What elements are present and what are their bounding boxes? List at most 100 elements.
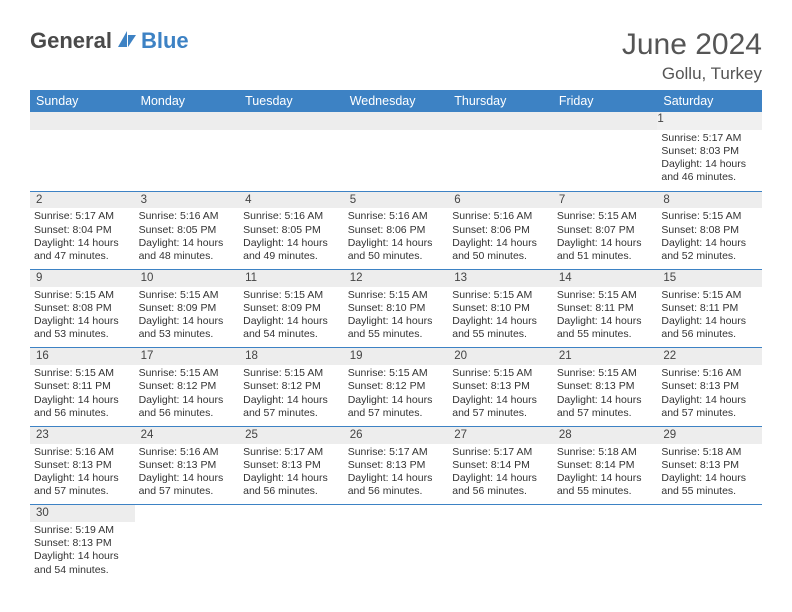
cell-line: and 47 minutes. bbox=[34, 250, 131, 263]
cell-line: Sunset: 8:13 PM bbox=[243, 459, 340, 472]
day-content-cell: Sunrise: 5:16 AMSunset: 8:13 PMDaylight:… bbox=[135, 444, 240, 505]
day-content-cell: Sunrise: 5:15 AMSunset: 8:11 PMDaylight:… bbox=[30, 365, 135, 426]
cell-line: and 55 minutes. bbox=[348, 328, 445, 341]
month-title: June 2024 bbox=[622, 28, 762, 62]
cell-line: Sunset: 8:11 PM bbox=[34, 380, 131, 393]
cell-line: Sunrise: 5:18 AM bbox=[557, 446, 654, 459]
day-number-cell: 6 bbox=[448, 191, 553, 208]
cell-line: Sunrise: 5:19 AM bbox=[34, 524, 131, 537]
cell-line: Sunrise: 5:18 AM bbox=[661, 446, 758, 459]
cell-line: and 54 minutes. bbox=[34, 564, 131, 577]
cell-line: and 57 minutes. bbox=[348, 407, 445, 420]
day-content-cell bbox=[448, 522, 553, 583]
day-number-cell: 19 bbox=[344, 348, 449, 365]
cell-line: Sunrise: 5:17 AM bbox=[661, 132, 758, 145]
day-content-cell: Sunrise: 5:15 AMSunset: 8:13 PMDaylight:… bbox=[553, 365, 658, 426]
day-number-cell: 17 bbox=[135, 348, 240, 365]
cell-line: and 46 minutes. bbox=[661, 171, 758, 184]
day-number-cell: 13 bbox=[448, 269, 553, 286]
cell-line: Sunset: 8:10 PM bbox=[452, 302, 549, 315]
day-content-cell bbox=[553, 130, 658, 191]
day-content-cell bbox=[344, 522, 449, 583]
cell-line: Sunrise: 5:17 AM bbox=[34, 210, 131, 223]
cell-line: Sunrise: 5:16 AM bbox=[139, 446, 236, 459]
cell-line: Daylight: 14 hours bbox=[452, 315, 549, 328]
cell-line: Sunrise: 5:16 AM bbox=[661, 367, 758, 380]
content-row: Sunrise: 5:16 AM Sunset: 8:13 PM Daylight:… bbox=[30, 444, 762, 505]
weekday-header: Friday bbox=[553, 90, 658, 112]
cell-line: Sunset: 8:13 PM bbox=[34, 537, 131, 550]
cell-line: Sunrise: 5:15 AM bbox=[661, 289, 758, 302]
cell-line: Sunset: 8:13 PM bbox=[557, 380, 654, 393]
day-number-cell: 27 bbox=[448, 426, 553, 443]
cell-line: Sunset: 8:03 PM bbox=[661, 145, 758, 158]
day-number-cell: 23 bbox=[30, 426, 135, 443]
cell-line: Daylight: 14 hours bbox=[557, 315, 654, 328]
day-number-cell: 21 bbox=[553, 348, 658, 365]
weekday-header: Wednesday bbox=[344, 90, 449, 112]
cell-line: Sunset: 8:12 PM bbox=[139, 380, 236, 393]
day-content-cell: Sunrise: 5:17 AMSunset: 8:04 PMDaylight:… bbox=[30, 208, 135, 269]
cell-line: Sunrise: 5:16 AM bbox=[139, 210, 236, 223]
cell-line: and 50 minutes. bbox=[452, 250, 549, 263]
cell-line: and 57 minutes. bbox=[139, 485, 236, 498]
day-number-cell: 14 bbox=[553, 269, 658, 286]
day-number-cell: 24 bbox=[135, 426, 240, 443]
day-number-cell: 29 bbox=[657, 426, 762, 443]
cell-line: Daylight: 14 hours bbox=[34, 394, 131, 407]
cell-line: Sunset: 8:06 PM bbox=[452, 224, 549, 237]
day-content-cell: Sunrise: 5:16 AMSunset: 8:06 PMDaylight:… bbox=[344, 208, 449, 269]
daynum-row: 1 bbox=[30, 112, 762, 130]
cell-line: Sunset: 8:11 PM bbox=[661, 302, 758, 315]
cell-line: and 56 minutes. bbox=[243, 485, 340, 498]
daynum-row: 9101112131415 bbox=[30, 269, 762, 286]
content-row: Sunrise: 5:19 AMSunset: 8:13 PMDaylight:… bbox=[30, 522, 762, 583]
day-number-cell bbox=[553, 505, 658, 522]
cell-line: and 56 minutes. bbox=[452, 485, 549, 498]
calendar-table: Sunday Monday Tuesday Wednesday Thursday… bbox=[30, 90, 762, 583]
day-content-cell bbox=[135, 130, 240, 191]
cell-line: Daylight: 14 hours bbox=[661, 472, 758, 485]
day-content-cell bbox=[239, 130, 344, 191]
weekday-header-row: Sunday Monday Tuesday Wednesday Thursday… bbox=[30, 90, 762, 112]
cell-line: Sunset: 8:08 PM bbox=[661, 224, 758, 237]
cell-line: Sunset: 8:05 PM bbox=[139, 224, 236, 237]
cell-line: Sunrise: 5:15 AM bbox=[557, 367, 654, 380]
cell-line: Sunset: 8:06 PM bbox=[348, 224, 445, 237]
cell-line: and 48 minutes. bbox=[139, 250, 236, 263]
cell-line: Sunrise: 5:16 AM bbox=[348, 210, 445, 223]
cell-line: Sunrise: 5:15 AM bbox=[452, 367, 549, 380]
cell-line: Sunrise: 5:17 AM bbox=[452, 446, 549, 459]
cell-line: Sunset: 8:10 PM bbox=[348, 302, 445, 315]
cell-line: Daylight: 14 hours bbox=[139, 472, 236, 485]
day-content-cell: Sunrise: 5:15 AMSunset: 8:10 PMDaylight:… bbox=[448, 287, 553, 348]
day-number-cell: 20 bbox=[448, 348, 553, 365]
day-number-cell: 16 bbox=[30, 348, 135, 365]
cell-line: Daylight: 14 hours bbox=[34, 237, 131, 250]
day-number-cell: 15 bbox=[657, 269, 762, 286]
cell-line: Sunrise: 5:15 AM bbox=[452, 289, 549, 302]
cell-line: Daylight: 14 hours bbox=[34, 315, 131, 328]
day-number-cell bbox=[657, 505, 762, 522]
day-content-cell bbox=[239, 522, 344, 583]
weekday-header: Tuesday bbox=[239, 90, 344, 112]
day-content-cell bbox=[553, 522, 658, 583]
cell-line: Daylight: 14 hours bbox=[34, 472, 131, 485]
cell-line: and 55 minutes. bbox=[661, 485, 758, 498]
cell-line: Daylight: 14 hours bbox=[243, 394, 340, 407]
day-content-cell: Sunrise: 5:17 AMSunset: 8:03 PMDaylight:… bbox=[657, 130, 762, 191]
day-number-cell: 1 bbox=[657, 112, 762, 130]
cell-line: and 55 minutes. bbox=[557, 328, 654, 341]
cell-line: Sunrise: 5:15 AM bbox=[557, 210, 654, 223]
cell-line: and 57 minutes. bbox=[243, 407, 340, 420]
location: Gollu, Turkey bbox=[622, 64, 762, 84]
cell-line: and 49 minutes. bbox=[243, 250, 340, 263]
cell-line: Sunset: 8:14 PM bbox=[452, 459, 549, 472]
cell-line: Daylight: 14 hours bbox=[243, 315, 340, 328]
daynum-row: 23242526272829 bbox=[30, 426, 762, 443]
cell-line: Daylight: 14 hours bbox=[661, 394, 758, 407]
cell-line: and 57 minutes. bbox=[34, 485, 131, 498]
day-content-cell: Sunrise: 5:16 AMSunset: 8:06 PMDaylight:… bbox=[448, 208, 553, 269]
content-row: Sunrise: 5:15 AMSunset: 8:11 PMDaylight:… bbox=[30, 365, 762, 426]
cell-line: Sunrise: 5:15 AM bbox=[243, 367, 340, 380]
